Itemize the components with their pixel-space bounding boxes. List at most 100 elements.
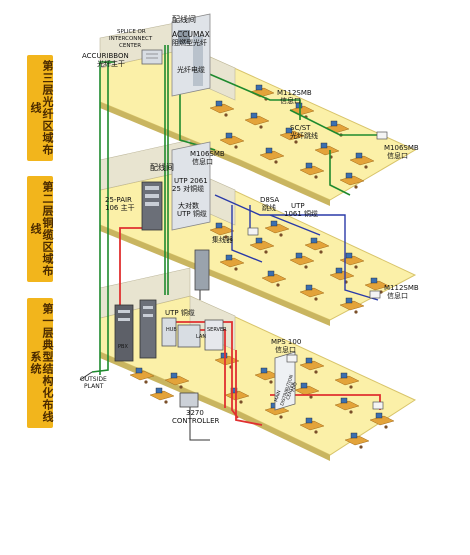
workstation bbox=[259, 147, 285, 164]
scst-line2: 光纤跳线 bbox=[290, 131, 318, 140]
hub-device bbox=[194, 249, 210, 291]
workstation bbox=[279, 127, 305, 144]
monitor-icon bbox=[355, 152, 363, 159]
m112smb-top-line1: M112SMB bbox=[277, 89, 312, 97]
controller-line1: 3270 bbox=[186, 409, 204, 417]
monitor-icon bbox=[310, 237, 318, 244]
hub-small-label: HUB bbox=[166, 327, 177, 333]
workstation bbox=[219, 254, 245, 271]
workstation bbox=[289, 252, 315, 269]
floor3-wiring-closet bbox=[171, 13, 211, 97]
monitor-icon bbox=[295, 252, 303, 259]
fiber-cable-label: 光纤电缆 bbox=[177, 65, 205, 74]
monitor-icon bbox=[250, 112, 258, 119]
pbx-label: PBX bbox=[118, 344, 128, 350]
controller-device bbox=[179, 392, 199, 408]
monitor-icon bbox=[330, 120, 338, 127]
workstation bbox=[344, 432, 370, 449]
workstation bbox=[294, 382, 320, 399]
monitor-icon bbox=[155, 387, 163, 394]
mps100-line1: MPS 100 bbox=[271, 338, 301, 346]
floor3-side-label: 第三层光纤区域布线 bbox=[27, 55, 54, 161]
utp-copper-label: UTP 铜缆 bbox=[165, 308, 195, 317]
monitor-icon bbox=[305, 357, 313, 364]
monitor-icon bbox=[255, 237, 263, 244]
monitor-icon bbox=[345, 252, 353, 259]
accumax-line1: ACCUMAX bbox=[172, 30, 210, 39]
workstation bbox=[264, 220, 290, 237]
m112smb-low-line1: M112SMB bbox=[384, 284, 419, 292]
accuribbon-line1: ACCURIBBON bbox=[82, 52, 129, 60]
pair25-line1: 25-PAIR bbox=[105, 196, 132, 204]
m112smb-top-line2: 信息口 bbox=[280, 96, 301, 105]
monitor-icon bbox=[375, 412, 383, 419]
floor2-wiring-closet bbox=[141, 141, 211, 231]
monitor-icon bbox=[265, 147, 273, 154]
workstation bbox=[299, 162, 325, 179]
d8sa-line2: 跳线 bbox=[262, 203, 276, 212]
monitor-icon bbox=[340, 397, 348, 404]
monitor-icon bbox=[260, 367, 268, 374]
d8sa-line1: D8SA bbox=[260, 196, 279, 204]
m106smb-mid-line2: 信息口 bbox=[192, 157, 213, 166]
large-pair-line1: 大对数 bbox=[178, 201, 199, 210]
lan-label: LAN bbox=[196, 334, 206, 340]
utp1061-line2: 1061 铜缆 bbox=[284, 209, 318, 218]
accumax-line2: 阻燃型光纤 bbox=[172, 38, 207, 47]
workstation bbox=[299, 357, 325, 374]
wiring-closet-3-label: 配线间 bbox=[172, 14, 196, 24]
monitor-icon bbox=[345, 297, 353, 304]
workstation bbox=[339, 172, 365, 189]
utp2061-line2: 25 对铜缆 bbox=[172, 184, 204, 193]
pair25-line2: 106 主干 bbox=[105, 203, 135, 212]
workstation bbox=[219, 132, 245, 149]
workstation-group bbox=[129, 84, 395, 449]
workstation bbox=[129, 367, 155, 384]
monitor-icon bbox=[300, 382, 308, 389]
utp2061-line1: UTP 2061 bbox=[174, 177, 208, 185]
wiring-closet-2-label: 配线间 bbox=[150, 162, 174, 172]
floor1-side-label: 第一层典型结构化布线系统 bbox=[27, 298, 54, 428]
workstation bbox=[244, 112, 270, 129]
mdc-line4: PDO bbox=[290, 381, 299, 393]
information-outlets bbox=[247, 131, 388, 410]
workstation bbox=[369, 412, 395, 429]
m106smb-right-line1: M106SMB bbox=[384, 144, 419, 152]
workstation bbox=[339, 297, 365, 314]
monitor-icon bbox=[320, 142, 328, 149]
workstation bbox=[299, 284, 325, 301]
workstation bbox=[329, 267, 355, 284]
monitor-icon bbox=[215, 100, 223, 107]
monitor-icon bbox=[230, 387, 238, 394]
large-pair-line2: UTP 铜缆 bbox=[177, 209, 207, 218]
monitor-icon bbox=[305, 162, 313, 169]
monitor-icon bbox=[295, 102, 303, 109]
mdc-line3: CENTER bbox=[285, 382, 296, 401]
accuribbon-line2: 光纤主干 bbox=[97, 59, 125, 68]
server-label: SERVER bbox=[207, 327, 227, 333]
monitor-icon bbox=[267, 270, 275, 277]
splice-center-line1: SPLICE OR bbox=[117, 29, 146, 35]
splice-center bbox=[141, 49, 163, 65]
monitor-icon bbox=[215, 222, 223, 229]
monitor-icon bbox=[255, 84, 263, 91]
green-fiber-cables bbox=[91, 45, 380, 375]
workstation bbox=[209, 100, 235, 117]
workstation bbox=[209, 222, 235, 239]
mps100-line2: 信息口 bbox=[275, 345, 296, 354]
workstation bbox=[164, 372, 190, 389]
monitor-icon bbox=[170, 372, 178, 379]
utp1061-line1: UTP bbox=[291, 202, 305, 210]
workstation bbox=[334, 372, 360, 389]
scst-line1: SC/ST bbox=[290, 124, 311, 132]
workstation bbox=[334, 397, 360, 414]
monitor-icon bbox=[270, 220, 278, 227]
m106smb-right-line2: 信息口 bbox=[387, 151, 408, 160]
monitor-icon bbox=[135, 367, 143, 374]
m106smb-mid-line1: M106SMB bbox=[190, 150, 225, 158]
monitor-icon bbox=[305, 284, 313, 291]
monitor-icon bbox=[220, 352, 228, 359]
workstation bbox=[304, 237, 330, 254]
workstation bbox=[299, 417, 325, 434]
